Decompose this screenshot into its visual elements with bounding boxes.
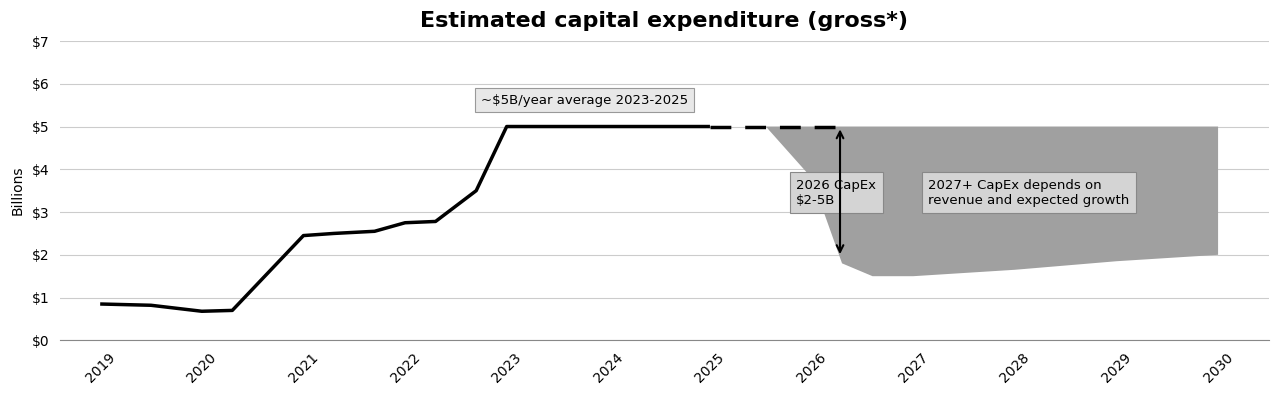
Polygon shape: [765, 127, 1219, 276]
Text: 2026 CapEx
$2-5B: 2026 CapEx $2-5B: [796, 179, 877, 207]
Title: Estimated capital expenditure (gross*): Estimated capital expenditure (gross*): [420, 11, 909, 31]
Y-axis label: Billions: Billions: [12, 166, 26, 215]
Text: 2027+ CapEx depends on
revenue and expected growth: 2027+ CapEx depends on revenue and expec…: [928, 179, 1130, 207]
Text: ~$5B/year average 2023-2025: ~$5B/year average 2023-2025: [481, 93, 689, 107]
